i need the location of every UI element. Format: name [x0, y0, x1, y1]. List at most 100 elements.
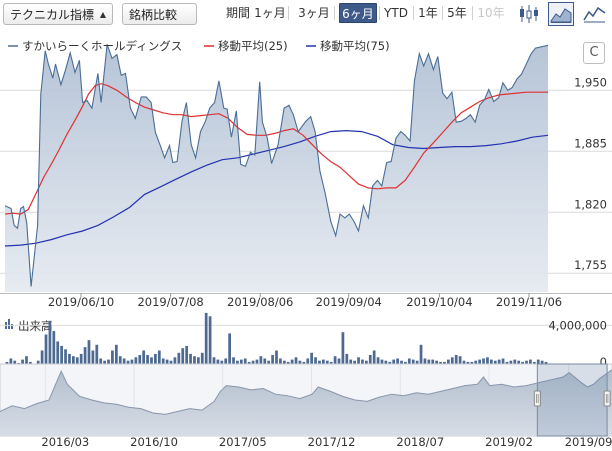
period-button: 10年 — [477, 6, 505, 20]
period-label: 期間 — [226, 6, 251, 20]
technical-indicator-dropdown[interactable]: テクニカル指標 ▲ — [3, 3, 113, 25]
volume-bar — [138, 355, 142, 371]
navigator-x-tick-label: 2019/09 — [565, 435, 612, 449]
volume-bar — [208, 316, 212, 371]
volume-bar — [91, 350, 95, 371]
volume-bar — [177, 352, 181, 371]
candlestick-icon[interactable] — [516, 2, 542, 26]
price-area — [5, 44, 548, 292]
volume-bar — [372, 350, 376, 371]
ma25-line — [4, 83, 548, 215]
volume-bar — [40, 350, 44, 371]
refresh-button[interactable]: C — [583, 42, 605, 64]
price-x-tick-label: 2019/08/06 — [227, 295, 293, 309]
volume-bar — [200, 352, 204, 371]
volume-bar — [185, 345, 189, 371]
period-button[interactable]: 5年 — [447, 6, 467, 20]
volume-title-icon — [8, 319, 10, 329]
volume-bar — [68, 353, 71, 371]
volume-bars — [5, 312, 548, 371]
period-separator — [472, 6, 473, 20]
range-navigator[interactable]: 2016/03 2016/10 2017/05 2017/12 2018/07 2019/… — [0, 363, 612, 449]
area-chart-icon[interactable] — [548, 2, 574, 26]
navigator-x-tick-label: 2016/10 — [130, 435, 178, 449]
period-separator — [288, 6, 289, 20]
volume-bar — [146, 355, 149, 371]
volume-panel-title: 出来高 — [5, 319, 53, 333]
volume-bar — [111, 350, 114, 371]
period-button[interactable]: 6ヶ月 — [339, 3, 377, 23]
chart-legend: すかいらーくホールディングス 移動平均(25) 移動平均(75) — [8, 39, 390, 53]
navigator-line — [0, 369, 612, 415]
price-line — [4, 44, 549, 287]
legend-ma25-label: 移動平均(25) — [218, 39, 288, 53]
compare-dropdown[interactable]: 銘柄比較 — [122, 3, 197, 25]
price-plot[interactable] — [4, 44, 549, 292]
volume-bar — [79, 353, 83, 371]
volume-bar — [60, 345, 64, 371]
navigator-x-tick-label: 2017/12 — [308, 435, 356, 449]
volume-bar — [154, 353, 157, 371]
volume-bar — [204, 312, 208, 371]
line-chart-icon[interactable] — [582, 2, 608, 26]
price-x-tick-label: 2019/09/04 — [316, 295, 382, 309]
period-separator — [442, 6, 443, 20]
price-x-axis: 2019/06/10 2019/07/08 2019/08/06 2019/09/04… — [48, 295, 562, 309]
volume-title-icon — [11, 324, 13, 329]
volume-bar — [64, 349, 67, 371]
compare-label: 銘柄比較 — [129, 8, 178, 22]
navigator-x-tick-label: 2018/07 — [396, 435, 444, 449]
navigator-handle — [533, 390, 541, 407]
navigator-x-tick-label: 2016/03 — [41, 435, 89, 449]
price-x-tick-label: 2019/11/06 — [496, 295, 562, 309]
volume-bar — [48, 320, 52, 371]
volume-bar — [87, 340, 91, 371]
technical-indicator-label: テクニカル指標 — [10, 8, 95, 22]
volume-bar — [83, 347, 87, 371]
chart-toolbar: テクニカル指標 ▲ 銘柄比較 期間 1ヶ月 3ヶ月 6ヶ月 YTD 1年 5年 10年 — [0, 0, 612, 30]
period-button[interactable]: 1年 — [418, 6, 438, 20]
period-button[interactable]: 3ヶ月 — [298, 6, 330, 20]
legend-ma75-label: 移動平均(75) — [320, 39, 390, 53]
price-x-tick-label: 2019/07/08 — [137, 295, 203, 309]
volume-bar — [95, 344, 99, 371]
period-button[interactable]: YTD — [384, 6, 408, 20]
volume-bar — [345, 353, 349, 371]
volume-bar — [228, 333, 231, 371]
legend-price-label: すかいらーくホールディングス — [22, 39, 182, 53]
navigator-area — [0, 369, 612, 436]
price-y-tick-label: 1,885 — [574, 136, 607, 150]
period-button[interactable]: 1ヶ月 — [254, 6, 286, 20]
period-separator — [379, 6, 380, 20]
volume-bar — [275, 350, 278, 371]
volume-y-axis: 4,000,000 0 — [548, 318, 607, 369]
price-y-tick-label: 1,950 — [574, 75, 607, 89]
volume-bar — [310, 352, 314, 371]
volume-bar — [142, 350, 146, 371]
volume-bar — [368, 355, 372, 371]
volume-bar — [114, 344, 118, 371]
volume-y-tick-label: 4,000,000 — [548, 318, 607, 332]
volume-title: 出来高 — [18, 319, 53, 333]
refresh-icon: C — [589, 45, 599, 60]
volume-bar — [44, 334, 48, 371]
volume-y-tick-label: 0 — [600, 355, 607, 369]
volume-bar — [181, 348, 185, 371]
navigator-handle — [603, 390, 611, 407]
volume-bar — [189, 353, 192, 371]
volume-bar — [56, 341, 60, 371]
navigator-x-tick-label: 2017/05 — [219, 435, 267, 449]
price-x-tick-label: 2019/10/04 — [406, 295, 472, 309]
price-x-tick-label: 2019/06/10 — [48, 295, 114, 309]
navigator-selection — [536, 363, 608, 437]
volume-bar — [454, 355, 458, 371]
updown-arrow-icon: ▲ — [99, 10, 106, 19]
volume-bar — [341, 332, 345, 371]
period-separator — [413, 6, 414, 20]
volume-bar — [419, 344, 423, 371]
price-y-tick-label: 1,820 — [574, 197, 607, 211]
volume-bar — [157, 350, 161, 371]
volume-bar — [271, 355, 274, 371]
volume-bar — [52, 331, 56, 371]
